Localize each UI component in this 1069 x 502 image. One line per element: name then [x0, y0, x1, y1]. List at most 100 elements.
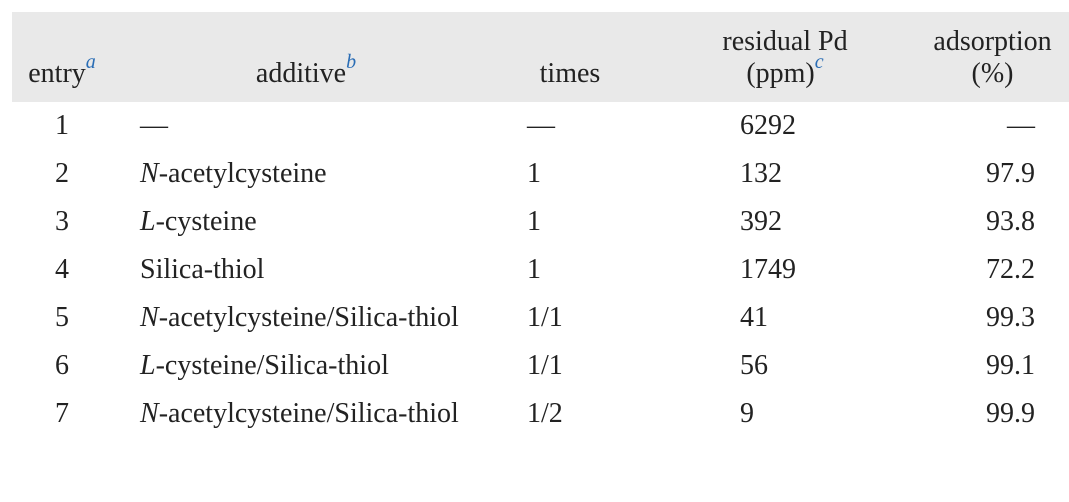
table-cell: 9 — [680, 390, 890, 438]
header-text: additive — [255, 58, 347, 89]
table-body: 1— —6292—2 N-acetylcysteine 1 132 97.9 3 L-cyst… — [12, 102, 1069, 438]
footnote-marker: c — [814, 50, 824, 73]
header-text: entry — [28, 58, 86, 89]
cell-text: 1749 — [740, 254, 796, 285]
cell-text: 56 — [740, 350, 768, 381]
cell-text: 1 — [527, 158, 541, 189]
table-cell: 99.3 — [890, 294, 1069, 342]
italic-prefix: N — [140, 398, 159, 429]
table-cell: 392 — [680, 198, 890, 246]
table-cell: 5 — [12, 294, 112, 342]
cell-text: -acetylcysteine/Silica-thiol — [158, 302, 459, 333]
column-header: residual Pd (ppm)c — [680, 12, 890, 102]
header-text: (ppm) — [746, 58, 815, 89]
cell-text: L-cysteine/Silica-thiol — [140, 349, 470, 383]
table-cell: 99.9 — [890, 390, 1069, 438]
table-header: entrya additiveb times residual Pd (ppm)c ads… — [12, 12, 1069, 102]
table-row: 1 — — 6292 — — [12, 102, 1069, 150]
table-cell: N-acetylcysteine/Silica-thiol — [112, 390, 500, 438]
table-cell: 41 — [680, 294, 890, 342]
table-cell: L-cysteine — [112, 198, 500, 246]
table-cell: 1 — [500, 150, 680, 198]
table-row: 2 N-acetylcysteine 1 132 97.9 — [12, 150, 1069, 198]
table-cell: 3 — [12, 198, 112, 246]
header-text: (%) — [971, 58, 1014, 89]
cell-text: 9 — [740, 398, 754, 429]
cell-text: -acetylcysteine/Silica-thiol — [158, 398, 459, 429]
table-cell: 99.1 — [890, 342, 1069, 390]
table-cell: 2 — [12, 150, 112, 198]
table-cell: 93.8 — [890, 198, 1069, 246]
table-cell: 6 — [12, 342, 112, 390]
footnote-marker: b — [346, 50, 357, 73]
cell-text: L-cysteine — [140, 205, 470, 239]
cell-text: — — [1007, 110, 1035, 141]
cell-text: 3 — [55, 206, 69, 237]
table-cell: 1/1 — [500, 342, 680, 390]
cell-text: N-acetylcysteine/Silica-thiol — [140, 301, 470, 335]
cell-text: 1/1 — [527, 350, 563, 381]
table-cell: 7 — [12, 390, 112, 438]
italic-prefix: N — [140, 158, 159, 189]
cell-text: 392 — [740, 206, 782, 237]
cell-text: — — [527, 110, 555, 141]
header-text: times — [539, 58, 601, 89]
column-header: entrya — [12, 12, 112, 102]
table-cell: 132 — [680, 150, 890, 198]
table-cell: 6292 — [680, 102, 890, 150]
cell-text: — — [140, 110, 168, 141]
cell-text: 99.3 — [986, 302, 1035, 333]
table-row: 7 N-acetylcysteine/Silica-thiol 1/2 9 99.9 — [12, 390, 1069, 438]
cell-text: 5 — [55, 302, 69, 333]
header-text: adsorption — [933, 26, 1052, 57]
cell-text: -cysteine — [155, 206, 257, 237]
italic-prefix: N — [140, 302, 159, 333]
table-cell: 1 — [12, 102, 112, 150]
cell-text: 41 — [740, 302, 768, 333]
table-cell: — — [890, 102, 1069, 150]
cell-text: N-acetylcysteine/Silica-thiol — [140, 397, 470, 431]
cell-text: 4 — [55, 254, 69, 285]
table-cell: 97.9 — [890, 150, 1069, 198]
cell-text: Silica-thiol — [140, 254, 265, 285]
table-row: 3 L-cysteine 1 392 93.8 — [12, 198, 1069, 246]
cell-text: 99.9 — [986, 398, 1035, 429]
table-cell: 1 — [500, 198, 680, 246]
italic-prefix: L — [140, 350, 156, 381]
table-cell: 4 — [12, 246, 112, 294]
table-cell: L-cysteine/Silica-thiol — [112, 342, 500, 390]
table-cell: 1 — [500, 246, 680, 294]
cell-text: 72.2 — [986, 254, 1035, 285]
column-header: times — [500, 12, 680, 102]
italic-prefix: L — [140, 206, 156, 237]
cell-text: 1 — [527, 206, 541, 237]
cell-text: 6 — [55, 350, 69, 381]
table-row: 5 N-acetylcysteine/Silica-thiol 1/1 41 99.3 — [12, 294, 1069, 342]
cell-text: 99.1 — [986, 350, 1035, 381]
cell-text: 1 — [527, 254, 541, 285]
table-cell: 1749 — [680, 246, 890, 294]
cell-text: 2 — [55, 158, 69, 189]
cell-text: -acetylcysteine — [158, 158, 327, 189]
cell-text: 93.8 — [986, 206, 1035, 237]
header-row: entrya additiveb times residual Pd (ppm)c ads… — [12, 12, 1069, 102]
table-cell: — — [112, 102, 500, 150]
table-cell: 1/1 — [500, 294, 680, 342]
cell-text: N-acetylcysteine — [140, 157, 470, 191]
table-cell: 56 — [680, 342, 890, 390]
footnote-marker: a — [85, 50, 96, 73]
header-text: residual Pd — [722, 26, 848, 57]
table-cell: N-acetylcysteine — [112, 150, 500, 198]
table-row: 4 Silica-thiol 1 1749 72.2 — [12, 246, 1069, 294]
table-row: 6 L-cysteine/Silica-thiol 1/1 56 99.1 — [12, 342, 1069, 390]
cell-text: 1/2 — [527, 398, 563, 429]
table-cell: — — [500, 102, 680, 150]
cell-text: 1 — [55, 110, 69, 141]
cell-text: 6292 — [740, 110, 796, 141]
cell-text: 1/1 — [527, 302, 563, 333]
table-cell: 1/2 — [500, 390, 680, 438]
cell-text: 7 — [55, 398, 69, 429]
cell-text: 97.9 — [986, 158, 1035, 189]
table-cell: 72.2 — [890, 246, 1069, 294]
